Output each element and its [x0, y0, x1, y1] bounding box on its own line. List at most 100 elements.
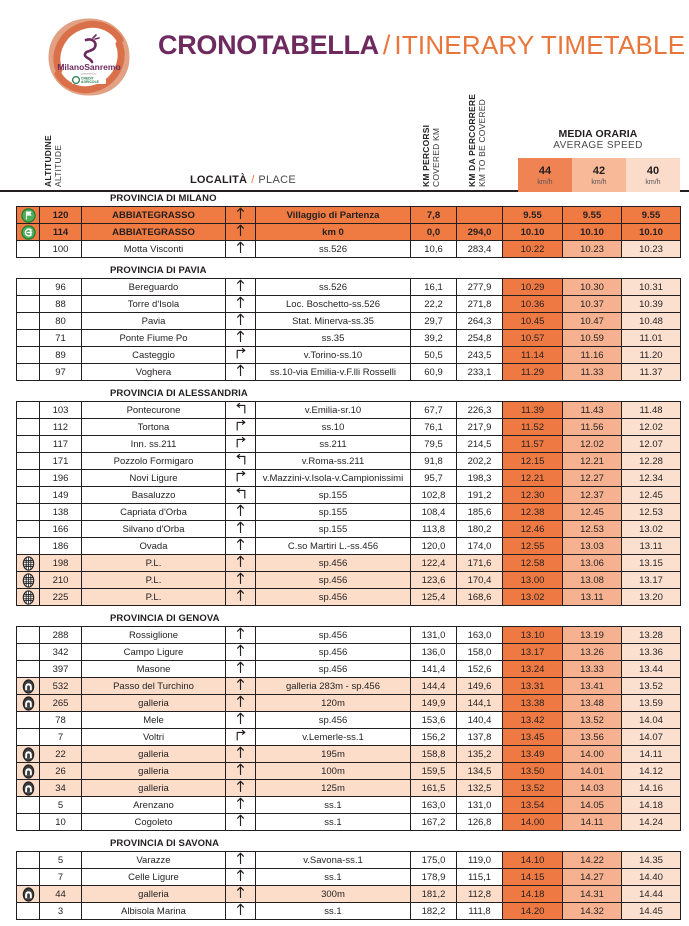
table-row[interactable]: 44 galleria 300m 181,2 112,8 14.18 14.31 14.44	[16, 885, 681, 903]
table-row[interactable]: 149 Basaluzzo sp.155 102,8 191,2 12.30 12.37 12…	[16, 486, 681, 504]
table-row[interactable]: 5 Varazze v.Savona-ss.1 175,0 119,0 14.10 14.2…	[16, 851, 681, 869]
row-time-40: 13.20	[621, 588, 681, 606]
table-row[interactable]: 78 Mele sp.456 153,6 140,4 13.42 13.52 14.04	[16, 711, 681, 729]
row-altitude: 138	[39, 503, 82, 521]
row-time-42: 13.52	[562, 711, 622, 729]
arrow-turn-left-icon	[235, 453, 247, 468]
tunnel-icon	[21, 695, 36, 711]
row-time-40: 13.59	[621, 694, 681, 712]
table-row[interactable]: 225 P.L. sp.456 125,4 168,6 13.02 13.11 13.20	[16, 588, 681, 606]
table-row[interactable]: 100 Motta Visconti ss.526 10,6 283,4 10.22 10.…	[16, 240, 681, 258]
table-row[interactable]: 198 P.L. sp.456 122,4 171,6 12.58 13.06 13.15	[16, 554, 681, 572]
row-time-44: 10.22	[502, 240, 563, 258]
row-km-covered: 120,0	[410, 537, 457, 555]
row-time-44: 9.55	[502, 206, 563, 224]
table-row[interactable]: 397 Masone sp.456 141,4 152,6 13.24 13.33 13.44	[16, 660, 681, 678]
table-row[interactable]: 166 Silvano d'Orba sp.155 113,8 180,2 12.46 12…	[16, 520, 681, 538]
table-row[interactable]: 138 Capriata d'Orba sp.155 108,4 185,6 12.38 1…	[16, 503, 681, 521]
row-place: v.Torino-ss.10	[255, 346, 411, 364]
row-km-covered: 67,7	[410, 401, 457, 419]
table-row[interactable]: 26 galleria 100m 159,5 134,5 13.50 14.01 14.12	[16, 762, 681, 780]
row-altitude: 22	[39, 745, 82, 763]
table-row[interactable]: 114 ABBIATEGRASSO km 0 0,0 294,0 10.10 10.10 10…	[16, 223, 681, 241]
table-row[interactable]: 103 Pontecurone v.Emilia-sr.10 67,7 226,3 11.…	[16, 401, 681, 419]
table-row[interactable]: 7 Voltri v.Lemerle-ss.1 156,2 137,8 13.45 13.5…	[16, 728, 681, 746]
table-row[interactable]: 71 Ponte Fiume Po ss.35 39,2 254,8 10.57 10.59…	[16, 329, 681, 347]
row-km-to-cover: 254,8	[456, 329, 503, 347]
row-direction-arrow	[225, 554, 256, 572]
row-locality: P.L.	[81, 554, 226, 572]
header-altitude-it: ALTITUDINE	[43, 135, 53, 187]
row-place: sp.456	[255, 660, 411, 678]
row-km-covered: 7,8	[410, 206, 457, 224]
table-row[interactable]: 88 Torre d'Isola Loc. Boschetto-ss.526 22,2…	[16, 295, 681, 313]
table-row[interactable]: 120 ABBIATEGRASSO Villaggio di Partenza 7,8…	[16, 206, 681, 224]
row-time-44: 13.00	[502, 571, 563, 589]
page-header: MilanoSanremo presented by CREDIT AGRICO…	[0, 0, 689, 100]
row-time-44: 13.10	[502, 626, 563, 644]
row-time-42: 11.33	[562, 363, 622, 381]
row-time-40: 12.45	[621, 486, 681, 504]
row-time-44: 14.20	[502, 902, 563, 920]
row-time-42: 10.37	[562, 295, 622, 313]
row-marker-icon-cell	[16, 486, 40, 504]
row-altitude: 342	[39, 643, 82, 661]
row-time-40: 12.02	[621, 418, 681, 436]
row-km-to-cover: 271,8	[456, 295, 503, 313]
row-marker-icon-cell	[16, 728, 40, 746]
row-locality: galleria	[81, 779, 226, 797]
row-locality: Arenzano	[81, 796, 226, 814]
row-altitude: 532	[39, 677, 82, 695]
row-place: v.Roma-ss.211	[255, 452, 411, 470]
table-row[interactable]: 22 galleria 195m 158,8 135,2 13.49 14.00 14.11	[16, 745, 681, 763]
row-time-42: 13.03	[562, 537, 622, 555]
row-time-40: 12.07	[621, 435, 681, 453]
arrow-straight-icon	[236, 207, 245, 222]
table-row[interactable]: 112 Tortona ss.10 76,1 217,9 11.52 11.56 12.02	[16, 418, 681, 436]
header-km-covered-en: COVERED KM	[430, 127, 441, 187]
row-km-to-cover: 132,5	[456, 779, 503, 797]
row-marker-icon-cell	[16, 329, 40, 347]
header-media-it: MEDIA ORARIA	[558, 128, 638, 140]
table-row[interactable]: 89 Casteggio v.Torino-ss.10 50,5 243,5 11.14 1…	[16, 346, 681, 364]
row-marker-icon-cell	[16, 452, 40, 470]
row-direction-arrow	[225, 452, 256, 470]
row-time-44: 10.36	[502, 295, 563, 313]
row-direction-arrow	[225, 796, 256, 814]
table-row[interactable]: 10 Cogoleto ss.1 167,2 126,8 14.00 14.11 14.24	[16, 813, 681, 831]
province-header: PROVINCIA DI ALESSANDRIA	[110, 388, 248, 399]
row-marker-icon-cell	[16, 278, 40, 296]
row-marker-icon-cell	[16, 643, 40, 661]
arrow-straight-icon	[236, 746, 245, 761]
table-row[interactable]: 97 Voghera ss.10-via Emilia-v.F.lli Rossel…	[16, 363, 681, 381]
table-row[interactable]: 342 Campo Ligure sp.456 136,0 158,0 13.17 13.2…	[16, 643, 681, 661]
table-row[interactable]: 210 P.L. sp.456 123,6 170,4 13.00 13.08 13.17	[16, 571, 681, 589]
table-row[interactable]: 7 Celle Ligure ss.1 178,9 115,1 14.15 14.27 14.…	[16, 868, 681, 886]
table-row[interactable]: 265 galleria 120m 149,9 144,1 13.38 13.48 13.59	[16, 694, 681, 712]
table-row[interactable]: 5 Arenzano ss.1 163,0 131,0 13.54 14.05 14.18	[16, 796, 681, 814]
table-row[interactable]: 171 Pozzolo Formigaro v.Roma-ss.211 91,8 202…	[16, 452, 681, 470]
km-zero-icon	[20, 224, 36, 240]
row-time-40: 10.10	[621, 223, 681, 241]
table-row[interactable]: 288 Rossiglione sp.456 131,0 163,0 13.10 13.19…	[16, 626, 681, 644]
row-km-covered: 113,8	[410, 520, 457, 538]
table-row[interactable]: 532 Passo del Turchino galleria 283m - sp.…	[16, 677, 681, 695]
row-time-44: 11.57	[502, 435, 563, 453]
table-row[interactable]: 186 Ovada C.so Martiri L.-ss.456 120,0 174,0…	[16, 537, 681, 555]
table-row[interactable]: 96 Bereguardo ss.526 16,1 277,9 10.29 10.30 10.…	[16, 278, 681, 296]
row-locality: Passo del Turchino	[81, 677, 226, 695]
row-time-42: 10.30	[562, 278, 622, 296]
table-row[interactable]: 196 Novi Ligure v.Mazzini-v.Isola-v.Campio…	[16, 469, 681, 487]
row-place: sp.155	[255, 503, 411, 521]
table-row[interactable]: 117 Inn. ss.211 ss.211 79,5 214,5 11.57 12.02 1…	[16, 435, 681, 453]
row-time-40: 12.53	[621, 503, 681, 521]
table-row[interactable]: 34 galleria 125m 161,5 132,5 13.52 14.03 14.16	[16, 779, 681, 797]
table-row[interactable]: 3 Albisola Marina ss.1 182,2 111,8 14.20 14.32…	[16, 902, 681, 920]
row-time-42: 13.26	[562, 643, 622, 661]
tunnel-icon	[21, 886, 36, 902]
row-altitude: 149	[39, 486, 82, 504]
row-time-40: 14.11	[621, 745, 681, 763]
row-time-44: 13.31	[502, 677, 563, 695]
table-row[interactable]: 80 Pavia Stat. Minerva-ss.35 29,7 264,3 10.45…	[16, 312, 681, 330]
arrow-straight-icon	[236, 296, 245, 311]
